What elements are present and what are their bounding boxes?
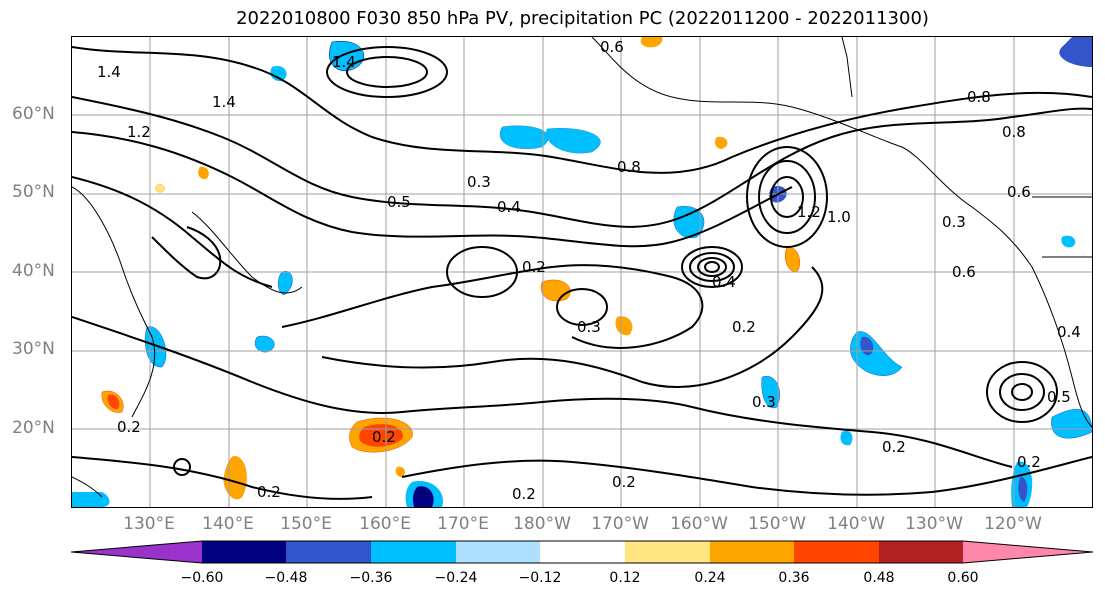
contour-label: 1.4 — [332, 53, 356, 71]
colorbar-segment — [879, 541, 963, 563]
contour-label: 0.3 — [752, 393, 776, 411]
lat-label: 50°N — [12, 182, 55, 202]
colorbar-segment — [71, 541, 202, 563]
lon-label: 160°E — [359, 514, 411, 534]
contour-label: 0.4 — [712, 273, 736, 291]
contour-label: 0.2 — [1017, 453, 1041, 471]
lat-label: 30°N — [12, 339, 55, 359]
colorbar-tick: −0.36 — [349, 570, 393, 586]
contour-label: 0.6 — [1007, 183, 1031, 201]
colorbar-segment — [371, 541, 456, 563]
contour-label: 0.2 — [117, 418, 141, 436]
contour-label: 0.2 — [372, 428, 396, 446]
map-panel: 1.4 1.4 1.4 1.2 0.6 0.8 0.5 0.3 0.4 0.2 … — [71, 36, 1093, 508]
map-title: 2022010800 F030 850 hPa PV, precipitatio… — [236, 8, 929, 29]
contour-label: 1.0 — [827, 208, 851, 226]
graticule — [72, 37, 1092, 507]
lon-label: 160°W — [670, 514, 728, 534]
lon-label: 130°W — [905, 514, 963, 534]
colorbar-tick: −0.24 — [434, 570, 478, 586]
lon-label: 180°W — [513, 514, 571, 534]
contour-label: 0.4 — [1057, 323, 1081, 341]
lon-label: 150°W — [748, 514, 806, 534]
colorbar-tick: −0.48 — [264, 570, 308, 586]
contour-label: 0.2 — [257, 483, 281, 501]
colorbar-tick: 0.24 — [694, 570, 726, 586]
lon-label: 140°W — [827, 514, 885, 534]
colorbar-tick: −0.12 — [518, 570, 562, 586]
colorbar-tick: 0.60 — [947, 570, 979, 586]
lon-label: 150°E — [280, 514, 332, 534]
contour-label: 0.8 — [1002, 123, 1026, 141]
colorbar-tick: −0.60 — [180, 570, 224, 586]
contour-label: 1.2 — [797, 203, 821, 221]
colorbar-segment — [710, 541, 794, 563]
colorbar — [71, 540, 1094, 564]
colorbar-segment — [202, 541, 286, 563]
contour-label: 0.2 — [512, 485, 536, 503]
lat-label: 60°N — [12, 104, 55, 124]
contour-label: 0.2 — [882, 438, 906, 456]
contour-label: 0.2 — [522, 258, 546, 276]
lon-label: 120°W — [984, 514, 1042, 534]
contour-label: 0.8 — [967, 88, 991, 106]
colorbar-tick: 0.12 — [609, 570, 641, 586]
colorbar-segment — [286, 541, 371, 563]
contour-label: 0.6 — [600, 38, 624, 56]
contour-label: 0.8 — [617, 158, 641, 176]
lat-label: 20°N — [12, 418, 55, 438]
contour-label: 0.3 — [942, 213, 966, 231]
colorbar-tick: 0.48 — [863, 570, 895, 586]
colorbar-outline — [71, 540, 1094, 564]
lon-label: 140°E — [202, 514, 254, 534]
contour-label: 0.5 — [387, 193, 411, 211]
lon-label: 170°W — [591, 514, 649, 534]
contour-labels: 1.4 1.4 1.4 1.2 0.6 0.8 0.5 0.3 0.4 0.2 … — [97, 38, 1081, 503]
contour-label: 1.4 — [212, 93, 236, 111]
contour-label: 0.3 — [577, 318, 601, 336]
contour-label: 1.4 — [97, 63, 121, 81]
colorbar-tick: 0.36 — [778, 570, 810, 586]
lat-label: 40°N — [12, 261, 55, 281]
colorbar-segment — [456, 541, 540, 563]
colorbar-segment — [540, 541, 625, 563]
contour-label: 0.2 — [612, 473, 636, 491]
pv-contours — [72, 46, 1092, 500]
colorbar-segment — [963, 541, 1093, 563]
contour-label: 0.5 — [1047, 388, 1071, 406]
map-canvas: 1.4 1.4 1.4 1.2 0.6 0.8 0.5 0.3 0.4 0.2 … — [72, 37, 1092, 507]
contour-label: 0.2 — [732, 318, 756, 336]
colorbar-segment — [794, 541, 879, 563]
lon-label: 130°E — [123, 514, 175, 534]
contour-label: 0.3 — [467, 173, 491, 191]
contour-label: 1.2 — [127, 123, 151, 141]
contour-label: 0.6 — [952, 263, 976, 281]
contour-label: 0.4 — [497, 198, 521, 216]
lon-label: 170°E — [437, 514, 489, 534]
coastlines — [72, 37, 1092, 498]
colorbar-segment — [625, 541, 710, 563]
